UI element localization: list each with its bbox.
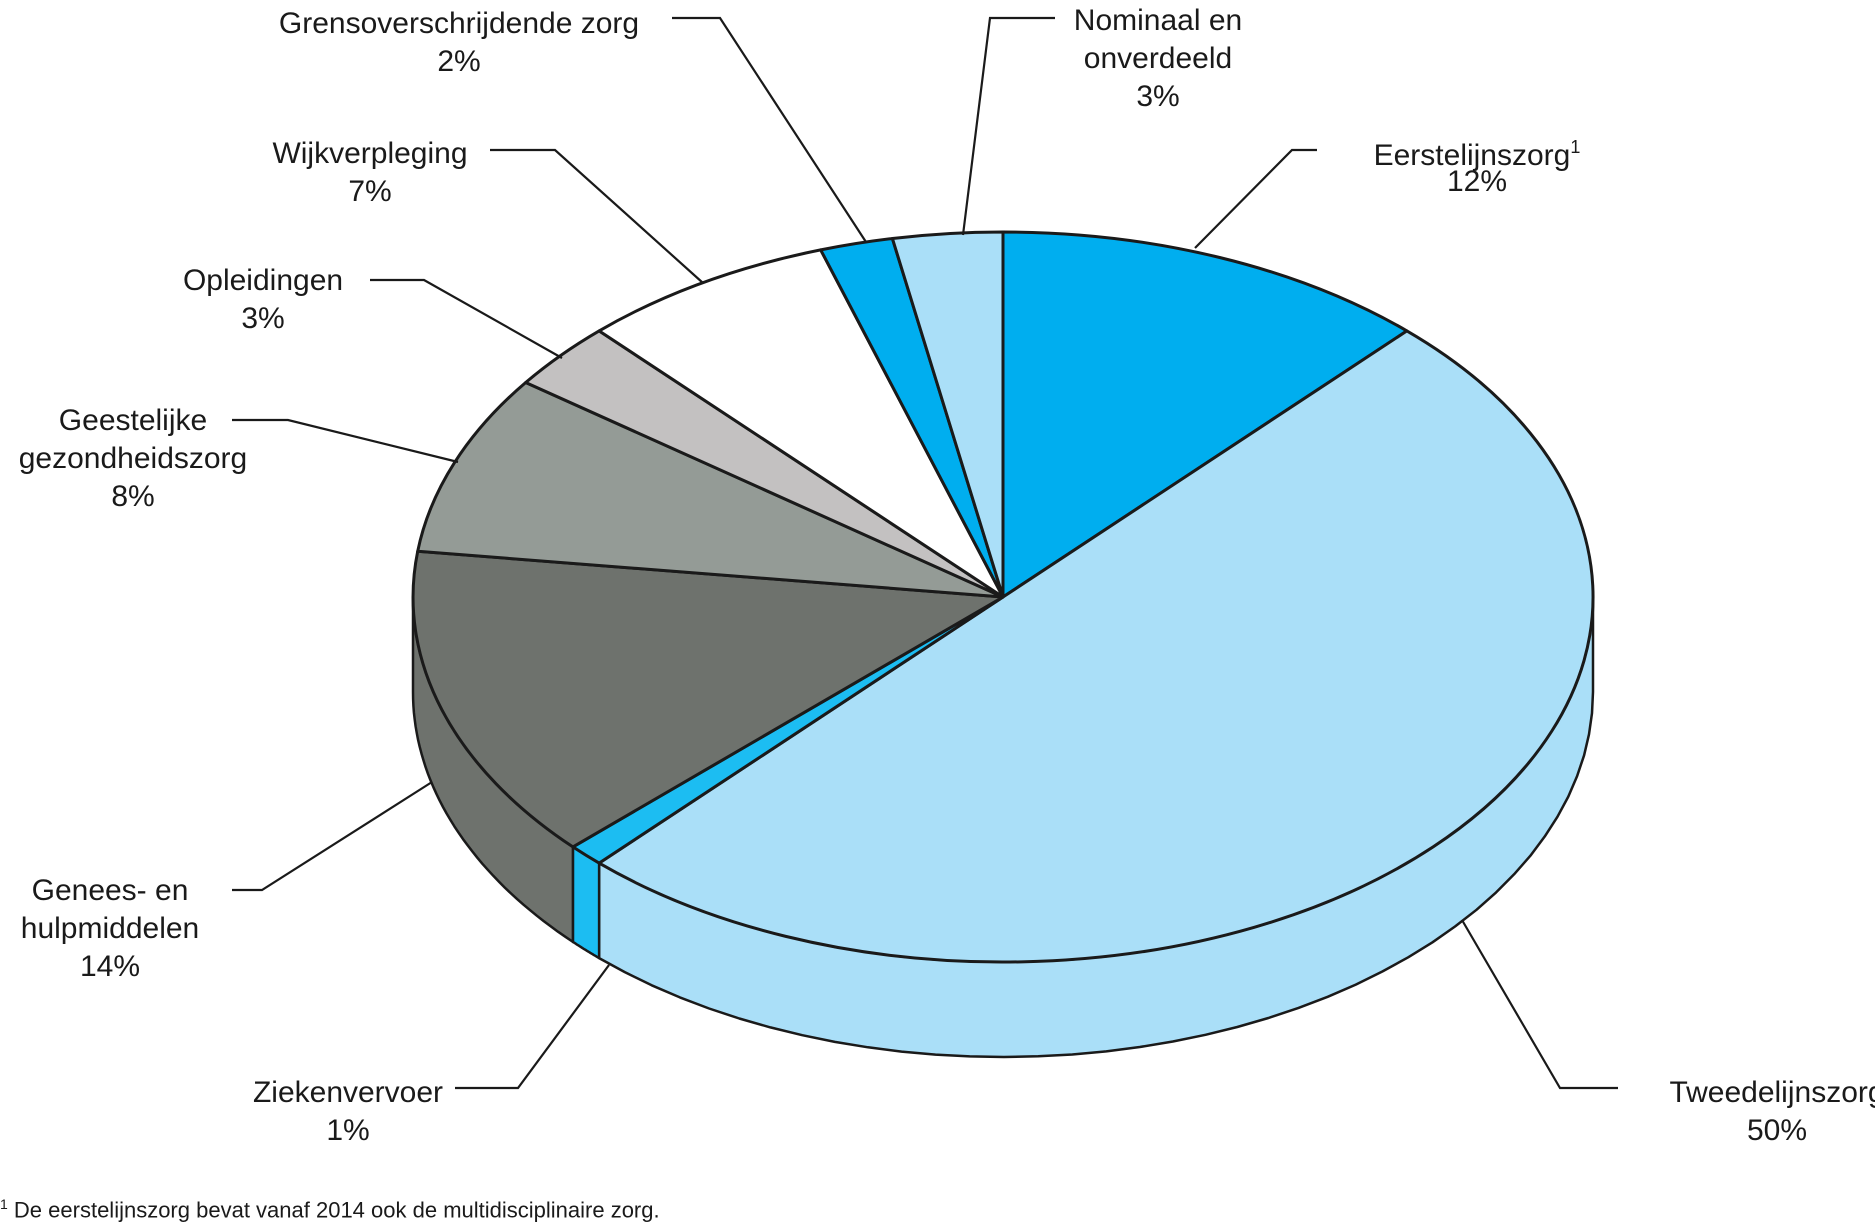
leader-grensoverschrijdende-zorg [672, 16, 867, 243]
label-eerstelijnszorg: Eerstelijnszorg1 12% [1374, 137, 1581, 198]
footnote-text: De eerstelijnszorg bevat vanaf 2014 ook … [13, 1197, 660, 1223]
leader-geestelijke-gezondheidszorg [232, 418, 459, 464]
leader-wijkverpleging [490, 148, 704, 284]
leader-eerstelijnszorg [1194, 148, 1317, 249]
footnote-marker: 1 [0, 1196, 8, 1212]
pie-slices [411, 230, 1595, 964]
label-wijkverpleging: Wijkverpleging 7% [272, 137, 467, 208]
label-nominaal-en-onverdeeld: Nominaal en onverdeeld 3% [1074, 4, 1242, 113]
leader-lines [232, 16, 1618, 1090]
side-ziekenvervoer [571, 845, 601, 960]
slice-genees-en-hulpmiddelen [411, 549, 1005, 849]
footnote: 1 De eerstelijnszorg bevat vanaf 2014 oo… [0, 1196, 660, 1223]
leader-tweedelijnszorg [1461, 919, 1618, 1090]
slice-eerstelijnszorg [1001, 230, 1409, 599]
label-grensoverschrijdende-zorg: Grensoverschrijdende zorg 2% [279, 7, 639, 78]
slice-tweedelijnszorg [597, 329, 1595, 964]
slice-labels: Eerstelijnszorg1 12% Tweedelijnszorg 50% Zie… [19, 4, 1875, 1147]
label-geestelijke-gezondheidszorg: Geestelijke gezondheidszorg 8% [19, 404, 248, 513]
label-ziekenvervoer: Ziekenvervoer 1% [253, 1076, 443, 1147]
label-opleidingen: Opleidingen 3% [183, 264, 343, 335]
label-genees-en-hulpmiddelen: Genees- en hulpmiddelen 14% [21, 874, 199, 983]
label-tweedelijnszorg: Tweedelijnszorg 50% [1669, 1076, 1875, 1147]
slice-nominaal-en-onverdeeld [890, 230, 1005, 599]
leader-genees-en-hulpmiddelen [232, 781, 433, 892]
leader-nominaal-en-onverdeeld [961, 16, 1055, 236]
leader-ziekenvervoer [455, 964, 610, 1090]
leader-opleidingen [370, 278, 563, 359]
slice-geestelijke-gezondheidszorg [416, 381, 1005, 599]
